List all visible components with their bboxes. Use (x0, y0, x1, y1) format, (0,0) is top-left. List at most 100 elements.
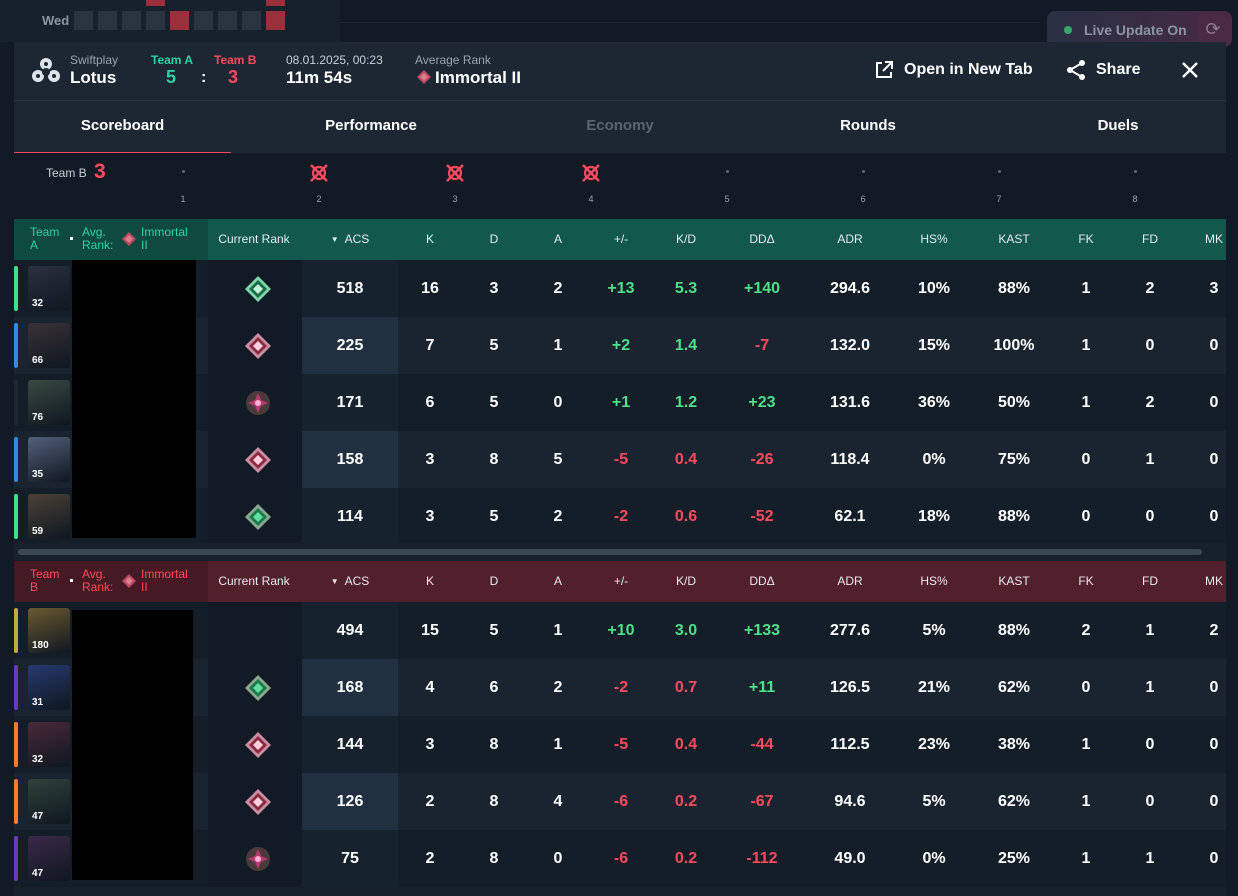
stat-pm: -5 (613, 736, 629, 753)
round-marker[interactable] (862, 170, 865, 173)
open-in-new-tab-button[interactable]: Open in New Tab (874, 58, 1033, 82)
column-header-d[interactable]: D (464, 561, 524, 602)
team-a-header-avg-rank: Avg. Rank: (82, 226, 122, 252)
elimination-round-icon[interactable] (445, 163, 465, 183)
column-header-kd[interactable]: K/D (656, 219, 716, 260)
elimination-round-icon[interactable] (581, 163, 601, 183)
player-row[interactable]: 180 494 15 5 1 +10 3.0 +133 277.6 5% 88% 2 1 2 (14, 602, 1226, 659)
stat-k: 16 (421, 280, 439, 297)
agent-avatar[interactable] (28, 665, 70, 710)
column-header-mk[interactable]: MK (1194, 561, 1226, 602)
column-header-adr[interactable]: ADR (810, 561, 890, 602)
team-a-scrollbar[interactable] (18, 549, 1202, 555)
column-header-dd[interactable]: DDΔ (722, 219, 802, 260)
stat-hs: 21% (917, 679, 951, 696)
player-row[interactable]: 32 518 16 3 2 +13 5.3 +140 294.6 10% 88% 1 2 3 (14, 260, 1226, 317)
open-in-new-tab-label: Open in New Tab (904, 61, 1033, 78)
tab-performance[interactable]: Performance (325, 117, 417, 134)
agent-avatar[interactable] (28, 494, 70, 539)
column-header-hs[interactable]: HS% (899, 561, 969, 602)
column-header-rank[interactable]: Current Rank (207, 219, 301, 260)
calendar-cell[interactable] (98, 11, 117, 30)
calendar-cell[interactable] (218, 11, 237, 30)
elimination-round-icon[interactable] (309, 163, 329, 183)
player-row[interactable]: 35 158 3 8 5 -5 0.4 -26 118.4 0% 75% 0 1 0 (14, 431, 1226, 488)
column-header-label: D (489, 232, 499, 246)
column-header-dd[interactable]: DDΔ (722, 561, 802, 602)
player-row[interactable]: 47 75 2 8 0 -6 0.2 -112 49.0 0% 25% 1 1 0 (14, 830, 1226, 887)
player-row[interactable]: 47 126 2 8 4 -6 0.2 -67 94.6 5% 62% 1 0 0 (14, 773, 1226, 830)
player-row[interactable]: 76 171 6 5 0 +1 1.2 +23 131.6 36% 50% 1 2 0 (14, 374, 1226, 431)
current-rank-cell (208, 488, 302, 545)
column-header-fk[interactable]: FK (1061, 561, 1111, 602)
agent-avatar[interactable] (28, 722, 70, 767)
column-header-a[interactable]: A (528, 219, 588, 260)
calendar-cell[interactable] (266, 11, 285, 30)
current-rank-cell (208, 602, 302, 659)
stat-d: 5 (489, 337, 499, 354)
redacted-player-name (72, 431, 196, 488)
column-header-k[interactable]: K (400, 219, 460, 260)
round-marker[interactable] (998, 170, 1001, 173)
live-update-toggle[interactable]: Live Update On ⟳ (1047, 11, 1232, 47)
agent-avatar[interactable] (28, 608, 70, 653)
player-row[interactable]: 59 114 3 5 2 -2 0.6 -52 62.1 18% 88% 0 0 0 (14, 488, 1226, 545)
column-header-k[interactable]: K (400, 561, 460, 602)
immortal-rank-icon (122, 232, 136, 246)
calendar-cell[interactable] (146, 11, 165, 30)
team-a-label: Team A (151, 53, 194, 67)
column-header-acs[interactable]: ▼ ACS (302, 219, 398, 260)
column-header-kd[interactable]: K/D (656, 561, 716, 602)
header-rank-line2: II (141, 238, 148, 252)
agent-avatar[interactable] (28, 437, 70, 482)
tab-duels[interactable]: Duels (1097, 117, 1139, 134)
player-level: 35 (32, 469, 44, 480)
calendar-cell[interactable] (122, 11, 141, 30)
column-header-fd[interactable]: FD (1125, 561, 1175, 602)
calendar-cell[interactable] (146, 0, 165, 6)
column-header-d[interactable]: D (464, 219, 524, 260)
calendar-cell[interactable] (242, 11, 261, 30)
refresh-icon[interactable]: ⟳ (1197, 14, 1229, 44)
agent-avatar[interactable] (28, 266, 70, 311)
column-header-fk[interactable]: FK (1061, 219, 1111, 260)
calendar-cell[interactable] (170, 11, 189, 30)
column-header-kast[interactable]: KAST (974, 561, 1054, 602)
column-header-adr[interactable]: ADR (810, 219, 890, 260)
calendar-cell[interactable] (194, 11, 213, 30)
stat-pm: -2 (613, 508, 629, 525)
agent-avatar[interactable] (28, 836, 70, 881)
column-header-pm[interactable]: +/- (591, 219, 651, 260)
stat-acs: 144 (336, 736, 364, 753)
tab-scoreboard[interactable]: Scoreboard (14, 101, 231, 154)
player-row[interactable]: 66 225 7 5 1 +2 1.4 -7 132.0 15% 100% 1 0 0 (14, 317, 1226, 374)
player-row[interactable]: 31 168 4 6 2 -2 0.7 +11 126.5 21% 62% 0 1 0 (14, 659, 1226, 716)
column-header-acs[interactable]: ▼ ACS (302, 561, 398, 602)
column-header-rank[interactable]: Current Rank (207, 561, 301, 602)
stat-dd: -112 (746, 850, 778, 867)
share-button[interactable]: Share (1066, 58, 1140, 82)
round-marker[interactable] (182, 170, 185, 173)
column-header-label: +/- (613, 232, 629, 246)
team-a-score: 5 (166, 67, 177, 87)
agent-avatar[interactable] (28, 380, 70, 425)
column-header-a[interactable]: A (528, 561, 588, 602)
column-header-fd[interactable]: FD (1125, 219, 1175, 260)
column-header-hs[interactable]: HS% (899, 219, 969, 260)
live-status-dot (1064, 26, 1072, 34)
agent-avatar[interactable] (28, 323, 70, 368)
stat-mk: 0 (1209, 451, 1219, 468)
tab-rounds[interactable]: Rounds (840, 117, 896, 134)
calendar-cell[interactable] (266, 0, 285, 6)
column-header-label: FD (1142, 574, 1158, 588)
round-marker[interactable] (726, 170, 729, 173)
agent-avatar[interactable] (28, 779, 70, 824)
round-marker[interactable] (1134, 170, 1137, 173)
player-row[interactable]: 32 144 3 8 1 -5 0.4 -44 112.5 23% 38% 1 0 0 (14, 716, 1226, 773)
column-header-kast[interactable]: KAST (974, 219, 1054, 260)
calendar-cell[interactable] (74, 11, 93, 30)
column-header-mk[interactable]: MK (1194, 219, 1226, 260)
column-header-pm[interactable]: +/- (591, 561, 651, 602)
redacted-player-name (72, 317, 196, 374)
close-icon[interactable] (1178, 58, 1202, 82)
